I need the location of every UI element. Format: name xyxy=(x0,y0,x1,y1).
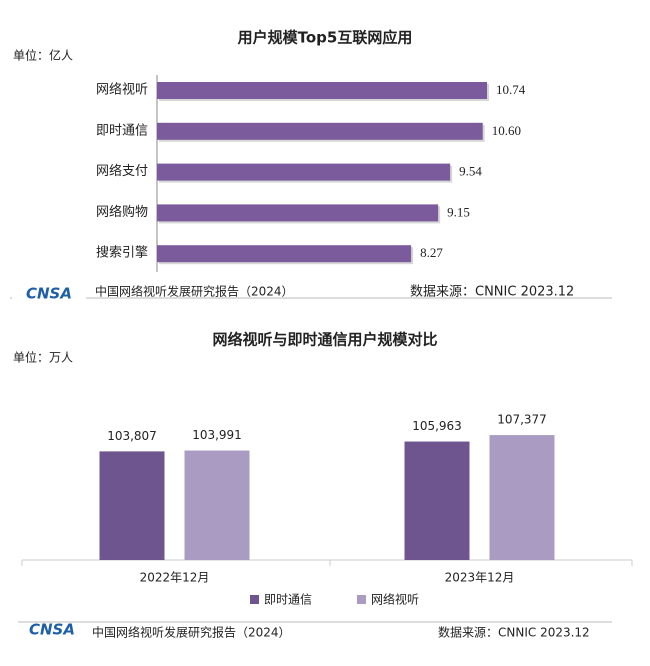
y-tick-label: 网络购物 xyxy=(96,204,148,220)
value-label: 105,963 xyxy=(412,419,462,433)
y-tick-label: 即时通信 xyxy=(96,123,148,138)
value-label: 103,991 xyxy=(192,428,242,442)
unit-label: 单位：亿人 xyxy=(13,48,73,63)
chart-title: 用户规模Top5互联网应用 xyxy=(238,29,413,47)
bar xyxy=(157,245,412,263)
x-tick-label: 2023年12月 xyxy=(445,571,515,585)
value-label: 9.54 xyxy=(459,164,482,179)
x-tick-label: 2022年12月 xyxy=(140,571,210,585)
legend-label: 网络视听 xyxy=(371,592,419,607)
bar xyxy=(99,451,165,560)
value-label: 10.74 xyxy=(496,82,526,97)
value-label: 10.60 xyxy=(492,123,521,138)
logo-bg xyxy=(12,284,86,304)
bar xyxy=(489,435,555,560)
bar xyxy=(157,163,451,181)
bar xyxy=(157,82,487,99)
legend-label: 即时通信 xyxy=(264,593,312,607)
y-tick-label: 网络视听 xyxy=(96,82,148,98)
footer-report: 中国网络视听发展研究报告（2024） xyxy=(92,625,291,640)
legend-swatch xyxy=(250,595,259,604)
y-tick-label: 网络支付 xyxy=(96,163,148,179)
bar xyxy=(184,450,250,560)
footer-source: 数据来源：CNNIC 2023.12 xyxy=(410,285,574,300)
bar xyxy=(404,441,470,560)
unit-label: 单位：万人 xyxy=(13,350,73,365)
value-label: 107,377 xyxy=(497,413,547,427)
value-label: 103,807 xyxy=(107,429,157,443)
value-label: 9.15 xyxy=(447,204,470,219)
logo: CNSA xyxy=(29,621,75,639)
y-tick-label: 搜索引擎 xyxy=(96,246,148,261)
footer-source: 数据来源：CNNIC 2023.12 xyxy=(438,625,590,640)
legend-swatch xyxy=(357,595,366,604)
value-label: 8.27 xyxy=(420,245,443,260)
bar xyxy=(157,122,483,140)
logo: CNSA xyxy=(26,285,72,303)
bar xyxy=(157,204,439,222)
chart-title: 网络视听与即时通信用户规模对比 xyxy=(212,331,437,349)
footer-report: 中国网络视听发展研究报告（2024） xyxy=(95,284,294,299)
